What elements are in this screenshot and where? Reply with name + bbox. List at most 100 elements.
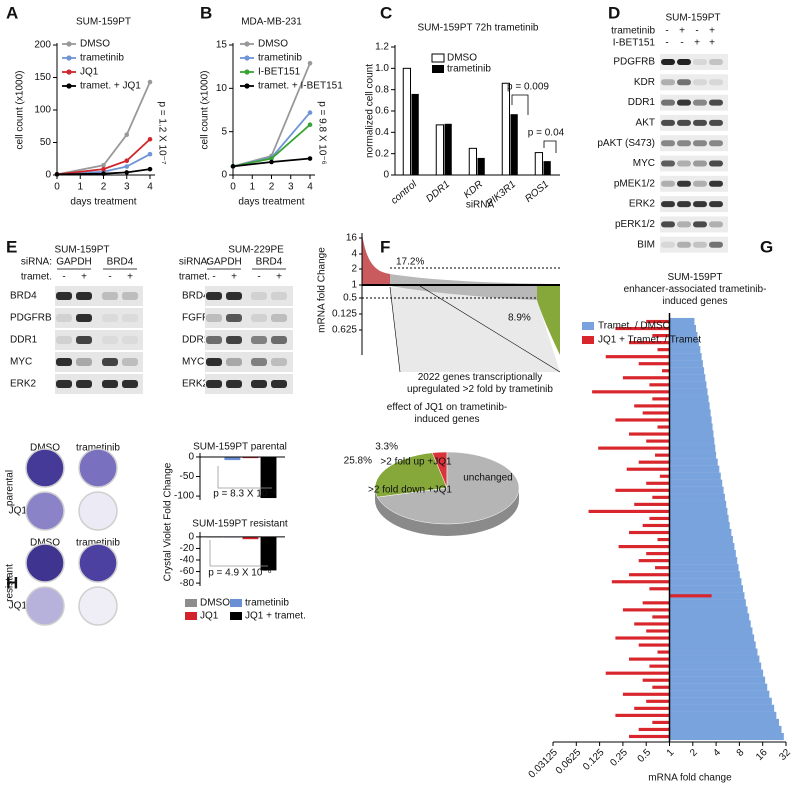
- bar: [622, 608, 670, 612]
- legend-marker: [244, 69, 250, 75]
- y-tick-label: 0: [383, 170, 389, 181]
- bar: [669, 613, 750, 621]
- bar: [615, 636, 670, 640]
- bar: [669, 416, 712, 424]
- bar: [669, 620, 751, 628]
- data-point: [101, 166, 106, 172]
- legend-label: DMSO: [200, 598, 230, 609]
- blot-band: [709, 140, 723, 147]
- y-tick-label: 1.2: [375, 42, 389, 53]
- data-point: [147, 151, 153, 157]
- treatment-sign: -: [695, 26, 698, 37]
- blot-strip: [55, 352, 143, 372]
- y-tick-label: -100: [174, 491, 194, 502]
- y-tick-label: -40: [180, 555, 195, 566]
- row-label: JQ1: [9, 601, 28, 612]
- blot-band: [661, 59, 675, 65]
- bar: [669, 599, 746, 607]
- bar: [634, 502, 670, 506]
- bar: [646, 481, 670, 485]
- bar: [652, 495, 670, 499]
- plate: [25, 448, 65, 488]
- x-tick-label: 0.03125: [527, 747, 561, 781]
- blot-band: [271, 314, 287, 322]
- blot-band: [102, 314, 118, 322]
- blot-strip: [205, 286, 293, 306]
- y-tick-label: 0.8: [375, 84, 389, 95]
- blot-band: [226, 336, 242, 344]
- data-point: [147, 79, 153, 85]
- row-label: MYC: [182, 357, 204, 368]
- data-point: [101, 162, 106, 168]
- blot-band: [251, 292, 267, 300]
- bracket: [209, 540, 268, 567]
- blot-band: [226, 380, 242, 388]
- bar: [642, 601, 670, 605]
- pie-title: effect of JQ1 on trametinib-induced gene…: [386, 402, 508, 425]
- data-point: [230, 164, 236, 169]
- bar: [669, 444, 716, 452]
- row-label: DDR1: [10, 335, 38, 346]
- blot-strip: [660, 236, 728, 253]
- bar: [638, 362, 670, 366]
- legend-label: JQ1 + tramet.: [245, 611, 306, 622]
- x-tick-label: 1: [249, 182, 255, 193]
- group-label: parental: [5, 470, 16, 506]
- bar: [652, 334, 670, 338]
- chart-title: SUM-159PT resistant: [192, 519, 288, 530]
- data-point: [124, 164, 130, 169]
- blot-band: [661, 99, 675, 106]
- blot-band: [56, 380, 72, 388]
- x-tick-label: 4: [711, 747, 723, 759]
- bar: [669, 578, 742, 586]
- bar: [618, 545, 670, 549]
- blot-band: [56, 336, 72, 344]
- panel-letter: G: [760, 237, 773, 256]
- legend-swatch: [230, 612, 242, 620]
- blot-band: [709, 79, 723, 86]
- bar: [657, 348, 670, 352]
- bar: [649, 383, 670, 387]
- legend-marker: [244, 83, 250, 89]
- blot-band: [709, 201, 723, 208]
- percent-label: 8.9%: [508, 313, 531, 324]
- y-tick-label: 15: [216, 40, 228, 51]
- blot-band: [677, 201, 691, 208]
- y-axis-label: normalized cell count: [365, 64, 376, 158]
- annotation: p = 8.3 X 10⁻⁶: [213, 489, 277, 500]
- bar: [629, 734, 670, 739]
- x-tick-label: 8: [735, 747, 747, 759]
- x-tick-label: control: [389, 178, 420, 206]
- bar: [669, 331, 698, 340]
- x-axis-label: siRNA: [466, 200, 495, 211]
- x-tick-label: 0.0625: [554, 747, 584, 777]
- bar: [669, 648, 758, 656]
- blot-band: [677, 180, 691, 187]
- data-point: [307, 110, 313, 115]
- bar: [634, 622, 670, 626]
- x-tick-label: 32: [777, 747, 793, 763]
- blot-band: [677, 119, 691, 126]
- chart-title: SUM-159PT 72h trametinib: [418, 23, 539, 34]
- bar: [501, 82, 511, 176]
- bar: [605, 671, 670, 675]
- annotation: p = 4.9 X 10⁻⁶: [208, 568, 272, 579]
- bar: [669, 360, 703, 368]
- bar: [615, 713, 670, 717]
- legend-label: JQ1 + Tramet. / Tramet: [598, 335, 701, 346]
- down-region: [537, 285, 560, 355]
- bar: [657, 425, 670, 429]
- blot-band: [122, 358, 138, 366]
- bar: [669, 409, 711, 417]
- blot-band: [251, 336, 267, 344]
- row-label: FGFR2: [182, 313, 215, 324]
- legend-swatch: [582, 322, 594, 330]
- x-tick-label: 0: [54, 182, 60, 193]
- bar: [629, 341, 670, 345]
- y-tick-label: 1.0: [375, 63, 389, 74]
- bar: [477, 157, 485, 175]
- bar: [435, 124, 445, 176]
- bar: [669, 324, 697, 333]
- bar: [444, 123, 452, 175]
- legend-marker: [66, 41, 72, 47]
